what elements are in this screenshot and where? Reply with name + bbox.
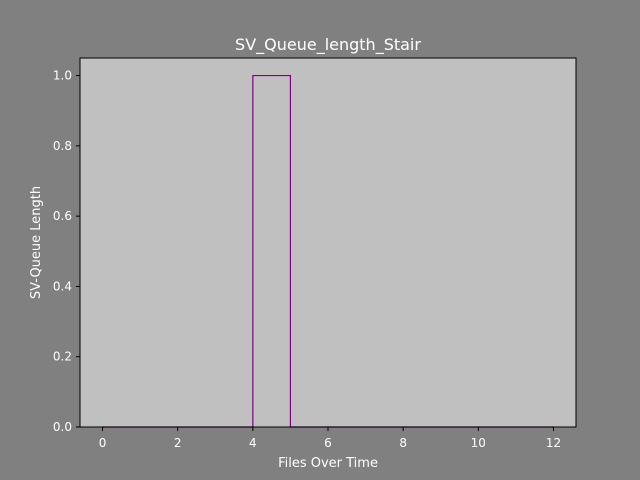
- y-tick-label: 0.4: [53, 279, 72, 293]
- y-tick-label: 1.0: [53, 69, 72, 83]
- y-tick-label: 0.2: [53, 350, 72, 364]
- x-tick-label: 6: [324, 436, 332, 450]
- chart-title: SV_Queue_length_Stair: [235, 35, 421, 55]
- x-axis-label: Files Over Time: [278, 456, 378, 471]
- x-tick-label: 0: [99, 436, 107, 450]
- x-tick-label: 8: [399, 436, 407, 450]
- y-tick-label: 0.6: [53, 209, 72, 223]
- x-tick-label: 2: [174, 436, 182, 450]
- x-tick-label: 10: [471, 436, 486, 450]
- x-axis-ticks: 0 2 4 6 8 10 12: [99, 427, 561, 450]
- x-tick-label: 4: [249, 436, 257, 450]
- y-axis-ticks: 0.0 0.2 0.4 0.6 0.8 1.0: [53, 69, 80, 434]
- plot-area: [80, 58, 576, 427]
- y-tick-label: 0.8: [53, 139, 72, 153]
- x-tick-label: 12: [546, 436, 561, 450]
- y-tick-label: 0.0: [53, 420, 72, 434]
- y-axis-label: SV-Queue Length: [29, 186, 44, 299]
